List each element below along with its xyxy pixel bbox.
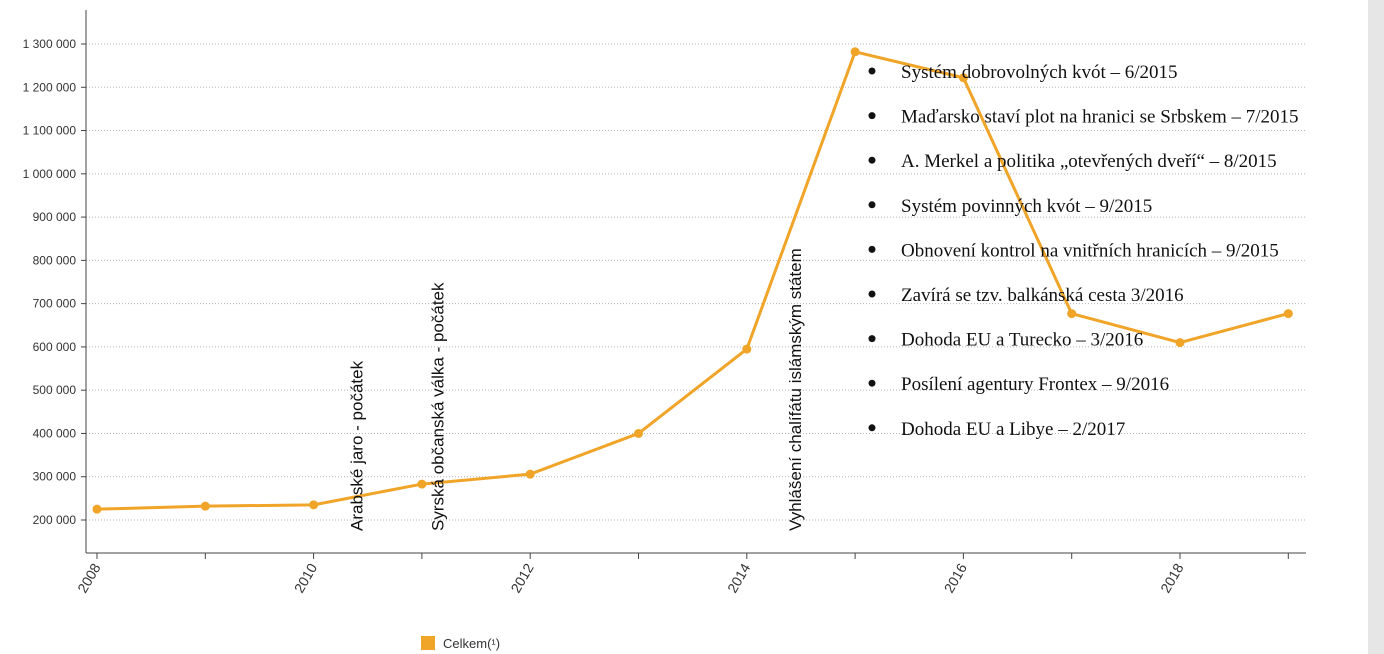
bullet-dot xyxy=(868,67,876,75)
series-line xyxy=(96,50,1289,511)
x-tick-label: 2014 xyxy=(724,560,754,595)
legend-label: Celkem(¹) xyxy=(443,636,500,651)
y-tick-label: 900 000 xyxy=(33,210,77,224)
x-tick-label: 2010 xyxy=(291,560,321,595)
data-point xyxy=(958,73,968,83)
y-tick-label: 1 000 000 xyxy=(23,167,77,181)
y-tick-label: 200 000 xyxy=(33,513,77,527)
y-tick-label: 400 000 xyxy=(33,426,77,440)
x-tick-label: 2012 xyxy=(507,560,537,595)
x-axis-ticks: 2008 2010 2012 2014 2016 2018 xyxy=(74,553,1289,595)
bullet-item: Obnovení kontrol na vnitřních hranicích … xyxy=(901,240,1279,261)
bullet-dot xyxy=(868,112,876,120)
bullet-item: Dohoda EU a Libye – 2/2017 xyxy=(901,419,1125,440)
event-annotation: Syrská občanská válka - počátek xyxy=(429,282,448,531)
y-tick-label: 1 300 000 xyxy=(23,37,77,51)
data-point xyxy=(309,500,319,510)
legend-swatch xyxy=(421,636,435,650)
side-strip xyxy=(1368,0,1384,654)
x-tick-label: 2016 xyxy=(941,560,971,595)
data-point xyxy=(634,428,643,438)
y-tick-label: 300 000 xyxy=(33,470,77,484)
bullet-item: Zavírá se tzv. balkánská cesta 3/2016 xyxy=(901,285,1184,306)
bullet-list: Systém dobrovolných kvót – 6/2015 Maďarsk… xyxy=(868,62,1299,440)
x-tick-label: 2008 xyxy=(74,560,104,595)
y-tick-label: 600 000 xyxy=(33,340,77,354)
y-tick-label: 700 000 xyxy=(33,297,77,311)
data-point xyxy=(742,344,752,354)
data-point xyxy=(417,479,427,489)
series-group xyxy=(92,47,1293,514)
data-point xyxy=(525,469,535,479)
bullet-dot xyxy=(868,156,876,164)
y-tick-label: 1 100 000 xyxy=(23,124,77,138)
data-point xyxy=(200,501,210,511)
bullet-dot xyxy=(868,245,876,253)
event-annotations: Arabské jaro - počátek Syrská občanská vá… xyxy=(347,248,805,531)
event-annotation: Arabské jaro - počátek xyxy=(347,360,366,531)
bullet-dot xyxy=(868,201,876,209)
y-axis-ticks: 200 000 300 000 400 000 500 000 600 000 700 0… xyxy=(23,37,86,527)
data-point xyxy=(850,47,860,57)
x-tick-label: 2018 xyxy=(1157,560,1187,595)
bullet-item: Posílení agentury Frontex – 9/2016 xyxy=(901,374,1169,395)
data-point xyxy=(1067,309,1077,319)
bullet-item: Systém povinných kvót – 9/2015 xyxy=(901,196,1152,217)
event-annotation: Vyhlášení chalífátu islámským státem xyxy=(786,248,805,531)
bullet-item: Systém dobrovolných kvót – 6/2015 xyxy=(901,62,1178,83)
data-point xyxy=(1283,309,1293,319)
bullet-item: A. Merkel a politika „otevřených dveří“ … xyxy=(901,151,1277,172)
y-tick-label: 1 200 000 xyxy=(23,80,77,94)
bullet-dot xyxy=(868,424,876,432)
data-point xyxy=(92,504,102,514)
y-tick-label: 800 000 xyxy=(33,253,77,267)
y-tick-label: 500 000 xyxy=(33,383,77,397)
legend: Celkem(¹) xyxy=(421,636,500,651)
bullet-dot xyxy=(868,290,876,298)
bullet-item: Dohoda EU a Turecko – 3/2016 xyxy=(901,330,1143,351)
data-point xyxy=(1175,338,1185,348)
bullet-dot xyxy=(868,379,876,387)
bullet-dot xyxy=(868,335,876,343)
bullet-item: Maďarsko staví plot na hranici se Srbske… xyxy=(901,107,1299,128)
